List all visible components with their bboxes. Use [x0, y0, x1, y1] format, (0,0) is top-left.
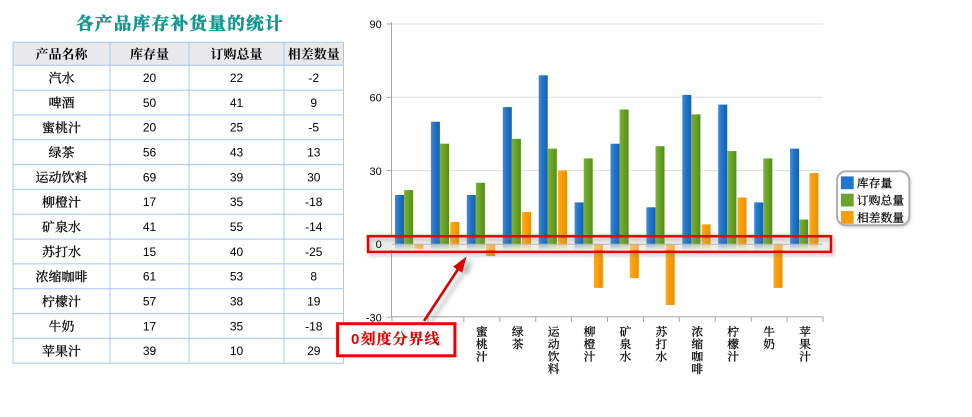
svg-text:17: 17 — [143, 319, 157, 333]
svg-text:60: 60 — [370, 93, 382, 105]
svg-text:38: 38 — [230, 295, 244, 309]
svg-text:50: 50 — [143, 96, 157, 110]
svg-text:9: 9 — [310, 96, 317, 110]
svg-text:30: 30 — [370, 166, 382, 178]
svg-text:29: 29 — [307, 344, 321, 358]
svg-text:17: 17 — [143, 195, 157, 209]
svg-text:35: 35 — [230, 319, 244, 333]
svg-text:41: 41 — [230, 96, 244, 110]
svg-text:15: 15 — [143, 245, 157, 259]
svg-text:25: 25 — [230, 121, 244, 135]
svg-text:-18: -18 — [305, 319, 323, 333]
svg-text:53: 53 — [230, 270, 244, 284]
svg-text:35: 35 — [230, 195, 244, 209]
svg-text:20: 20 — [143, 121, 157, 135]
svg-text:30: 30 — [307, 170, 321, 184]
svg-text:0: 0 — [376, 239, 382, 251]
svg-text:61: 61 — [143, 270, 157, 284]
svg-text:13: 13 — [307, 146, 321, 160]
svg-text:43: 43 — [230, 146, 244, 160]
svg-text:-30: -30 — [366, 312, 382, 324]
svg-text:39: 39 — [143, 344, 157, 358]
svg-text:-18: -18 — [305, 195, 323, 209]
svg-text:-25: -25 — [305, 245, 323, 259]
svg-text:39: 39 — [230, 170, 244, 184]
svg-text:8: 8 — [310, 270, 317, 284]
svg-text:10: 10 — [230, 344, 244, 358]
svg-text:40: 40 — [230, 245, 244, 259]
svg-text:56: 56 — [143, 146, 157, 160]
svg-text:0: 0 — [351, 331, 359, 348]
svg-text:22: 22 — [230, 71, 244, 85]
svg-text:20: 20 — [143, 71, 157, 85]
svg-text:41: 41 — [143, 220, 157, 234]
svg-text:19: 19 — [307, 295, 321, 309]
svg-text:69: 69 — [143, 170, 157, 184]
svg-text:55: 55 — [230, 220, 244, 234]
svg-text:57: 57 — [143, 295, 157, 309]
svg-text:90: 90 — [370, 19, 382, 31]
svg-text:-14: -14 — [305, 220, 323, 234]
svg-text:-5: -5 — [308, 121, 319, 135]
svg-text:-2: -2 — [308, 71, 319, 85]
